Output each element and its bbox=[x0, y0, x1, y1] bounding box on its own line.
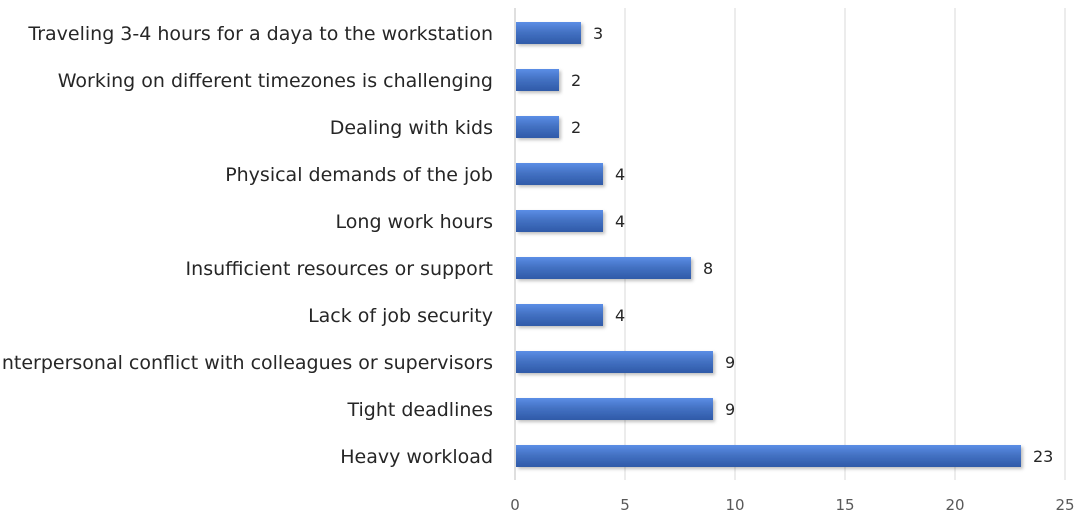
bars bbox=[516, 22, 1021, 467]
x-tick-label: 15 bbox=[835, 496, 854, 514]
category-label: Interpersonal conflict with colleagues o… bbox=[0, 352, 493, 374]
category-label: Insufficient resources or support bbox=[186, 258, 493, 280]
x-tick-label: 5 bbox=[620, 496, 630, 514]
data-label: 8 bbox=[703, 259, 713, 278]
category-labels: Traveling 3-4 hours for a daya to the wo… bbox=[0, 23, 493, 468]
bar bbox=[516, 22, 581, 44]
bar bbox=[516, 398, 713, 420]
data-label: 9 bbox=[725, 353, 735, 372]
x-tick-label: 25 bbox=[1055, 496, 1074, 514]
category-label: Dealing with kids bbox=[330, 117, 493, 139]
bar bbox=[516, 351, 713, 373]
category-label: Traveling 3-4 hours for a daya to the wo… bbox=[27, 23, 493, 45]
x-tick-label: 10 bbox=[725, 496, 744, 514]
data-label: 4 bbox=[615, 165, 625, 184]
category-label: Working on different timezones is challe… bbox=[58, 70, 493, 92]
bar bbox=[516, 116, 559, 138]
data-label: 9 bbox=[725, 400, 735, 419]
bar bbox=[516, 445, 1021, 467]
bar bbox=[516, 257, 691, 279]
data-label: 2 bbox=[571, 118, 581, 137]
x-tick-label: 0 bbox=[510, 496, 520, 514]
bar bbox=[516, 210, 603, 232]
x-axis-tick-labels: 0 5 10 15 20 25 bbox=[510, 496, 1074, 514]
bar bbox=[516, 163, 603, 185]
x-tick-label: 20 bbox=[945, 496, 964, 514]
data-labels: 3 2 2 4 4 8 4 9 9 23 bbox=[571, 24, 1053, 466]
category-label: Heavy workload bbox=[340, 446, 493, 468]
bar bbox=[516, 69, 559, 91]
data-label: 4 bbox=[615, 212, 625, 231]
category-label: Tight deadlines bbox=[346, 399, 493, 421]
category-label: Lack of job security bbox=[308, 305, 493, 327]
data-label: 23 bbox=[1033, 447, 1053, 466]
category-label: Long work hours bbox=[336, 211, 493, 233]
data-label: 2 bbox=[571, 71, 581, 90]
bar bbox=[516, 304, 603, 326]
data-label: 3 bbox=[593, 24, 603, 43]
category-label: Physical demands of the job bbox=[225, 164, 493, 186]
data-label: 4 bbox=[615, 306, 625, 325]
